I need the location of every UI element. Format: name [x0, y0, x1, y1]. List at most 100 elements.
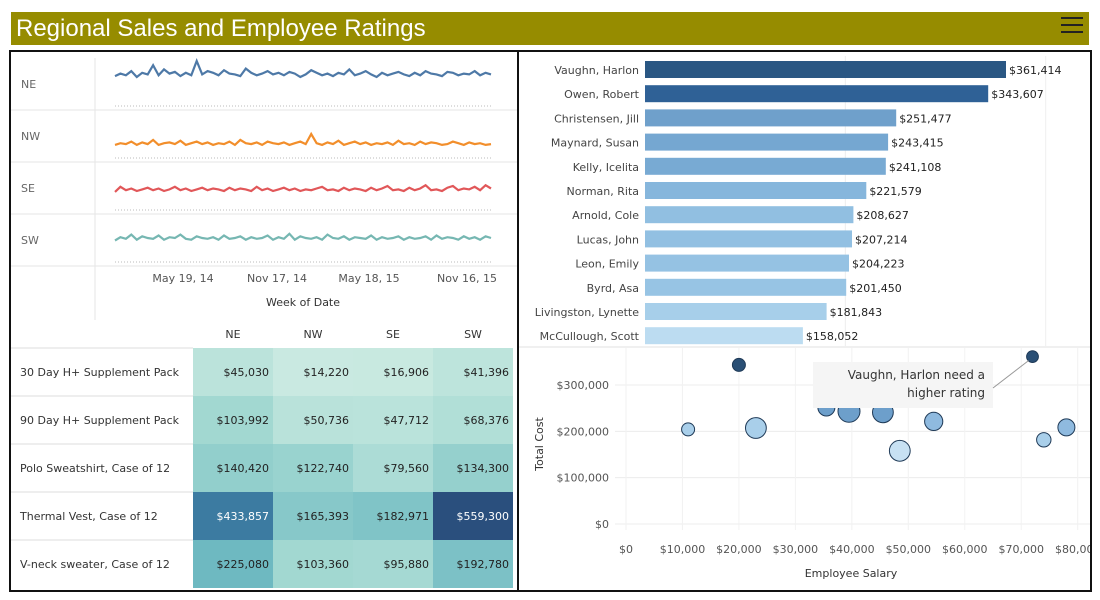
heatmap-cell-value: $95,880	[384, 558, 430, 571]
scatter-point	[1026, 350, 1039, 364]
scatter-point	[731, 357, 746, 372]
bar-11	[645, 303, 827, 320]
heatmap-cell	[273, 348, 353, 396]
heatmap-cell-value: $103,360	[297, 558, 350, 571]
heatmap-cell-value: $165,393	[297, 510, 350, 523]
employee-bar-chart: Vaughn, Harlon $361,414 Owen, Robert $343,6…	[519, 56, 1090, 348]
heatmap-cell-value: $225,080	[217, 558, 270, 571]
sparkline-ne	[114, 57, 492, 79]
heatmap-row-label: Polo Sweatshirt, Case of 12	[20, 462, 170, 475]
x-tick-label: $20,000	[716, 543, 762, 556]
heatmap-cell	[193, 348, 273, 396]
bar-value-label: $361,414	[1009, 64, 1062, 77]
bar-category-label: Maynard, Susan	[551, 137, 639, 150]
heatmap-col-header-sw: SW	[464, 328, 482, 341]
heatmap-cell	[353, 444, 433, 492]
heatmap-row-label: 90 Day H+ Supplement Pack	[20, 414, 180, 427]
bar-category-label: Arnold, Cole	[572, 209, 639, 222]
sparkline-se	[114, 183, 492, 193]
heatmap-row-label: V-neck sweater, Case of 12	[20, 558, 170, 571]
annotation-leader	[992, 360, 1029, 389]
x-tick-label: May 18, 15	[338, 272, 399, 285]
bar-value-label: $201,450	[849, 282, 902, 295]
bar-6	[645, 182, 867, 199]
heatmap-cell	[353, 540, 433, 588]
heatmap-cell-value: $68,376	[464, 414, 510, 427]
heatmap-cell	[433, 492, 513, 540]
heatmap-cell	[193, 540, 273, 588]
heatmap-cell	[273, 540, 353, 588]
hamburger-menu-icon[interactable]	[1061, 17, 1083, 37]
bar-value-label: $158,052	[806, 330, 859, 343]
bar-8	[645, 230, 852, 248]
region-label-nw: NW	[21, 130, 40, 143]
annotation-box	[813, 362, 993, 408]
x-tick-label: $0	[619, 543, 633, 556]
annotation-text: higher rating	[907, 386, 985, 400]
scatter-y-axis-title: Total Cost	[533, 417, 546, 472]
bar-value-label: $204,223	[852, 258, 905, 271]
heatmap-cell	[273, 396, 353, 444]
bar-2	[645, 85, 989, 103]
heatmap-cell-value: $47,712	[384, 414, 430, 427]
scatter-point	[888, 439, 911, 462]
scatter-point	[681, 422, 696, 437]
heatmap-cell	[193, 444, 273, 492]
bar-value-label: $241,108	[889, 161, 942, 174]
bar-3	[645, 109, 897, 127]
bar-value-label: $221,579	[869, 185, 922, 198]
bar-10	[645, 278, 847, 296]
region-label-se: SE	[21, 182, 35, 195]
bar-category-label: Leon, Emily	[575, 258, 639, 271]
heatmap-cell-value: $50,736	[304, 414, 350, 427]
heatmap-cell-value: $433,857	[217, 510, 270, 523]
heatmap-cell	[433, 396, 513, 444]
heatmap-cell	[273, 492, 353, 540]
heatmap-row-label: Thermal Vest, Case of 12	[19, 510, 158, 523]
heatmap-cell	[353, 396, 433, 444]
heatmap-cell	[353, 492, 433, 540]
heatmap-cell-value: $103,992	[217, 414, 270, 427]
heatmap-col-header-se: SE	[386, 328, 400, 341]
heatmap-row-label: 30 Day H+ Supplement Pack	[20, 366, 180, 379]
bar-category-label: Byrd, Asa	[587, 282, 639, 295]
scatter-point	[745, 417, 767, 439]
bar-value-label: $251,477	[899, 112, 952, 125]
heatmap-cell	[433, 444, 513, 492]
bar-category-label: Norman, Rita	[567, 185, 639, 198]
bar-value-label: $208,627	[856, 209, 909, 222]
salary-cost-scatter: $0 $100,000 $200,000 $300,000 $0 $10,000 $20,0…	[533, 348, 1090, 580]
x-tick-label: $80,000	[1055, 543, 1090, 556]
heatmap-cell-value: $192,780	[457, 558, 510, 571]
region-label-sw: SW	[21, 234, 39, 247]
bar-12	[645, 327, 803, 345]
heatmap-cell-value: $14,220	[304, 366, 350, 379]
x-tick-label: Nov 17, 14	[247, 272, 307, 285]
bar-category-label: Christensen, Jill	[554, 112, 639, 125]
y-tick-label: $200,000	[557, 425, 610, 438]
heatmap-col-header-nw: NW	[303, 328, 322, 341]
scatter-point	[1036, 432, 1052, 448]
x-axis-title: Week of Date	[266, 296, 340, 309]
annotation-text: Vaughn, Harlon need a	[848, 368, 985, 382]
heatmap-cell-value: $182,971	[377, 510, 430, 523]
bar-category-label: Vaughn, Harlon	[554, 64, 639, 77]
x-tick-label: Nov 16, 15	[437, 272, 497, 285]
x-tick-label: $10,000	[660, 543, 706, 556]
sparkline-chart: NE NW SE SW May 19, 14 Nov 17, 14 May 18, 15 No…	[11, 57, 517, 320]
x-tick-label: $40,000	[829, 543, 875, 556]
sparkline-nw	[114, 131, 492, 147]
x-tick-label: $30,000	[773, 543, 819, 556]
y-tick-label: $0	[595, 518, 609, 531]
heatmap-col-header-ne: NE	[225, 328, 240, 341]
x-tick-label: May 19, 14	[152, 272, 213, 285]
heatmap-cell	[193, 492, 273, 540]
heatmap-cell	[353, 348, 433, 396]
bar-value-label: $243,415	[891, 137, 944, 150]
scatter-point	[1057, 418, 1076, 437]
bar-category-label: Lucas, John	[577, 233, 639, 246]
bar-value-label: $343,607	[991, 88, 1044, 101]
heatmap-cell	[193, 396, 273, 444]
right-panel: Vaughn, Harlon $361,414 Owen, Robert $343,6…	[517, 50, 1092, 592]
heatmap-cell	[433, 540, 513, 588]
